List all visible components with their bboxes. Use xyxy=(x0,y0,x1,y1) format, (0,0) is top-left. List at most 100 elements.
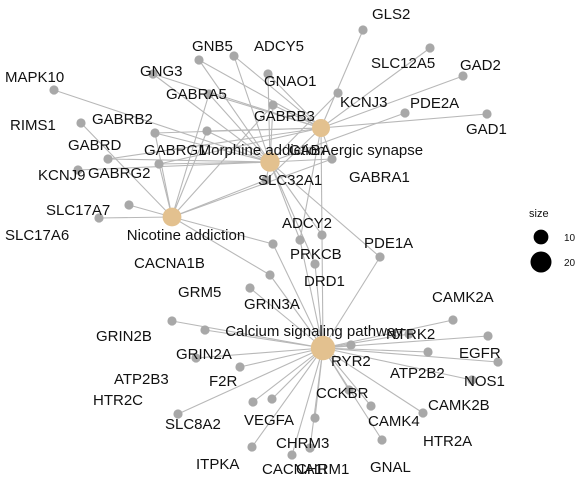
gene-label-atp2b3: ATP2B3 xyxy=(114,371,169,388)
gene-label-slc32a1: SLC32A1 xyxy=(258,172,322,189)
gene-node-ntrk2 xyxy=(404,329,414,339)
edge-grin3a-calc xyxy=(269,274,324,349)
gene-node-f2r xyxy=(235,362,245,372)
edge-pde1a-calc xyxy=(322,256,381,349)
edge-itpka-calc xyxy=(251,347,324,448)
gene-label-slc17a7: SLC17A7 xyxy=(46,202,110,219)
gene-label-adcy5: ADCY5 xyxy=(254,38,304,55)
gene-node-gabrg2 xyxy=(154,159,164,169)
edge-pde2a-morph xyxy=(269,112,406,163)
term-label-nicotine-addiction: Nicotine addiction xyxy=(127,227,245,244)
gene-label-grin2b: GRIN2B xyxy=(96,328,152,345)
edge-grin3a-nic xyxy=(171,216,271,276)
edge-gabrg2-gaba xyxy=(158,127,322,165)
gene-label-cacna1i: CACNA1I xyxy=(262,461,327,478)
edge-gabra5-morph xyxy=(208,93,271,163)
gene-label-gnb5: GNB5 xyxy=(192,38,233,55)
edge-ntrk2-calc xyxy=(322,333,410,349)
gene-label-chrm3: CHRM3 xyxy=(276,435,329,452)
gene-label-itpka: ITPKA xyxy=(196,456,239,473)
gene-label-slc12a5: SLC12A5 xyxy=(371,55,435,72)
edge-adcy5-morph xyxy=(233,55,271,163)
gene-node-gad1 xyxy=(482,109,492,119)
gene-node-htr2a xyxy=(418,408,428,418)
edge-f2r-calc xyxy=(239,347,324,368)
edge-gls2-gaba xyxy=(320,29,364,129)
gene-label-nos1: NOS1 xyxy=(464,373,505,390)
gene-node-mapk10 xyxy=(49,85,59,95)
edge-gabrd-morph xyxy=(107,158,271,163)
edge-gnb5-gaba xyxy=(198,59,322,129)
term-label-calcium-signaling-pathway: Calcium signaling pathway xyxy=(225,323,403,340)
edge-grin2b-calc xyxy=(171,320,324,349)
gene-node-camk4 xyxy=(366,401,376,411)
edge-gabra1-nic xyxy=(171,158,333,218)
gene-label-slc17a6: SLC17A6 xyxy=(5,227,69,244)
gene-label-slc8a2: SLC8A2 xyxy=(165,416,221,433)
gene-node-slc17a7 xyxy=(124,200,134,210)
edge-camk2b-calc xyxy=(322,347,473,381)
gene-label-camk2b: CAMK2B xyxy=(428,397,490,414)
edge-drd1-morph xyxy=(269,161,316,265)
edge-gnal-calc xyxy=(322,347,383,441)
gene-label-pde2a: PDE2A xyxy=(410,95,459,112)
gene-label-gabrb3: GABRB3 xyxy=(254,108,315,125)
gene-node-gls2 xyxy=(358,25,368,35)
edge-slc12a5-gaba xyxy=(320,47,431,129)
gene-node-camk2a xyxy=(448,315,458,325)
gene-node-gabrg1 xyxy=(202,126,212,136)
gene-label-vegfa: VEGFA xyxy=(244,412,294,429)
term-label-gabaergic-synapse: GABAergic synapse xyxy=(289,142,423,159)
gene-node-gnal xyxy=(377,435,387,445)
gene-node-pde2a xyxy=(400,108,410,118)
gene-node-slc32a1 xyxy=(261,175,271,185)
gene-label-adcy2: ADCY2 xyxy=(282,215,332,232)
edge-slc32a1-nic xyxy=(171,179,267,218)
gene-label-kcnj3: KCNJ3 xyxy=(340,94,388,111)
gene-label-gabrb2: GABRB2 xyxy=(92,111,153,128)
edge-pde1a-morph xyxy=(269,161,381,258)
gene-label-drd1: DRD1 xyxy=(304,273,345,290)
gene-node-gnao1 xyxy=(263,69,273,79)
gene-node-gng3 xyxy=(148,69,158,79)
term-node-gabaergic-synapse xyxy=(312,119,330,137)
gene-label-gad2: GAD2 xyxy=(460,57,501,74)
gene-node-gabrd xyxy=(103,154,113,164)
gene-label-gabrg1: GABRG1 xyxy=(144,142,207,159)
edge-drd1-calc xyxy=(314,263,324,349)
gene-label-htr2c: HTR2C xyxy=(93,392,143,409)
network-nodes xyxy=(49,25,503,460)
gene-node-chrm3 xyxy=(310,413,320,423)
edge-prkcb-morph xyxy=(269,161,323,236)
edge-grm5-calc xyxy=(249,287,324,349)
gene-node-grm5 xyxy=(245,283,255,293)
gene-node-cckbr xyxy=(344,385,354,395)
gene-node-drd1 xyxy=(310,259,320,269)
legend-title: size xyxy=(529,208,549,220)
edge-prkcb-calc xyxy=(321,234,324,349)
edge-camk2a-calc xyxy=(322,319,454,349)
gene-label-gabra1: GABRA1 xyxy=(349,169,410,186)
edge-kcnj3-morph xyxy=(269,92,339,163)
gene-label-cacna1b: CACNA1B xyxy=(134,255,205,272)
edge-gabra5-gaba xyxy=(208,93,322,129)
edge-gad2-gaba xyxy=(320,75,464,129)
gene-label-mapk10: MAPK10 xyxy=(5,69,64,86)
edge-kcnj9-morph xyxy=(77,161,271,171)
gene-label-gabrd: GABRD xyxy=(68,137,122,154)
edge-gabrg1-gaba xyxy=(206,127,322,132)
term-node-calcium-signaling-pathway xyxy=(310,335,336,361)
legend-symbol-large xyxy=(530,251,552,273)
edge-adcy2-calc xyxy=(299,239,324,349)
gene-label-atp2b2: ATP2B2 xyxy=(390,365,445,382)
gene-node-atp2b3 xyxy=(191,353,201,363)
gene-label-gabra5: GABRA5 xyxy=(166,86,227,103)
gene-node-slc17a6 xyxy=(94,213,104,223)
gene-node-slc8a2 xyxy=(248,397,258,407)
edge-gad1-gaba xyxy=(320,113,488,129)
gene-label-cckbr: CCKBR xyxy=(316,385,369,402)
term-label-morphine-addiction: Morphine addiction xyxy=(199,142,326,159)
gene-node-gad2 xyxy=(458,71,468,81)
network-labels: GLS2 SLC12A5 GAD2 GAD1 KCNJ3 PDE2A GNB5 ADCY5 GN… xyxy=(5,6,507,478)
gene-label-ntrk2: NTRK2 xyxy=(386,326,435,343)
